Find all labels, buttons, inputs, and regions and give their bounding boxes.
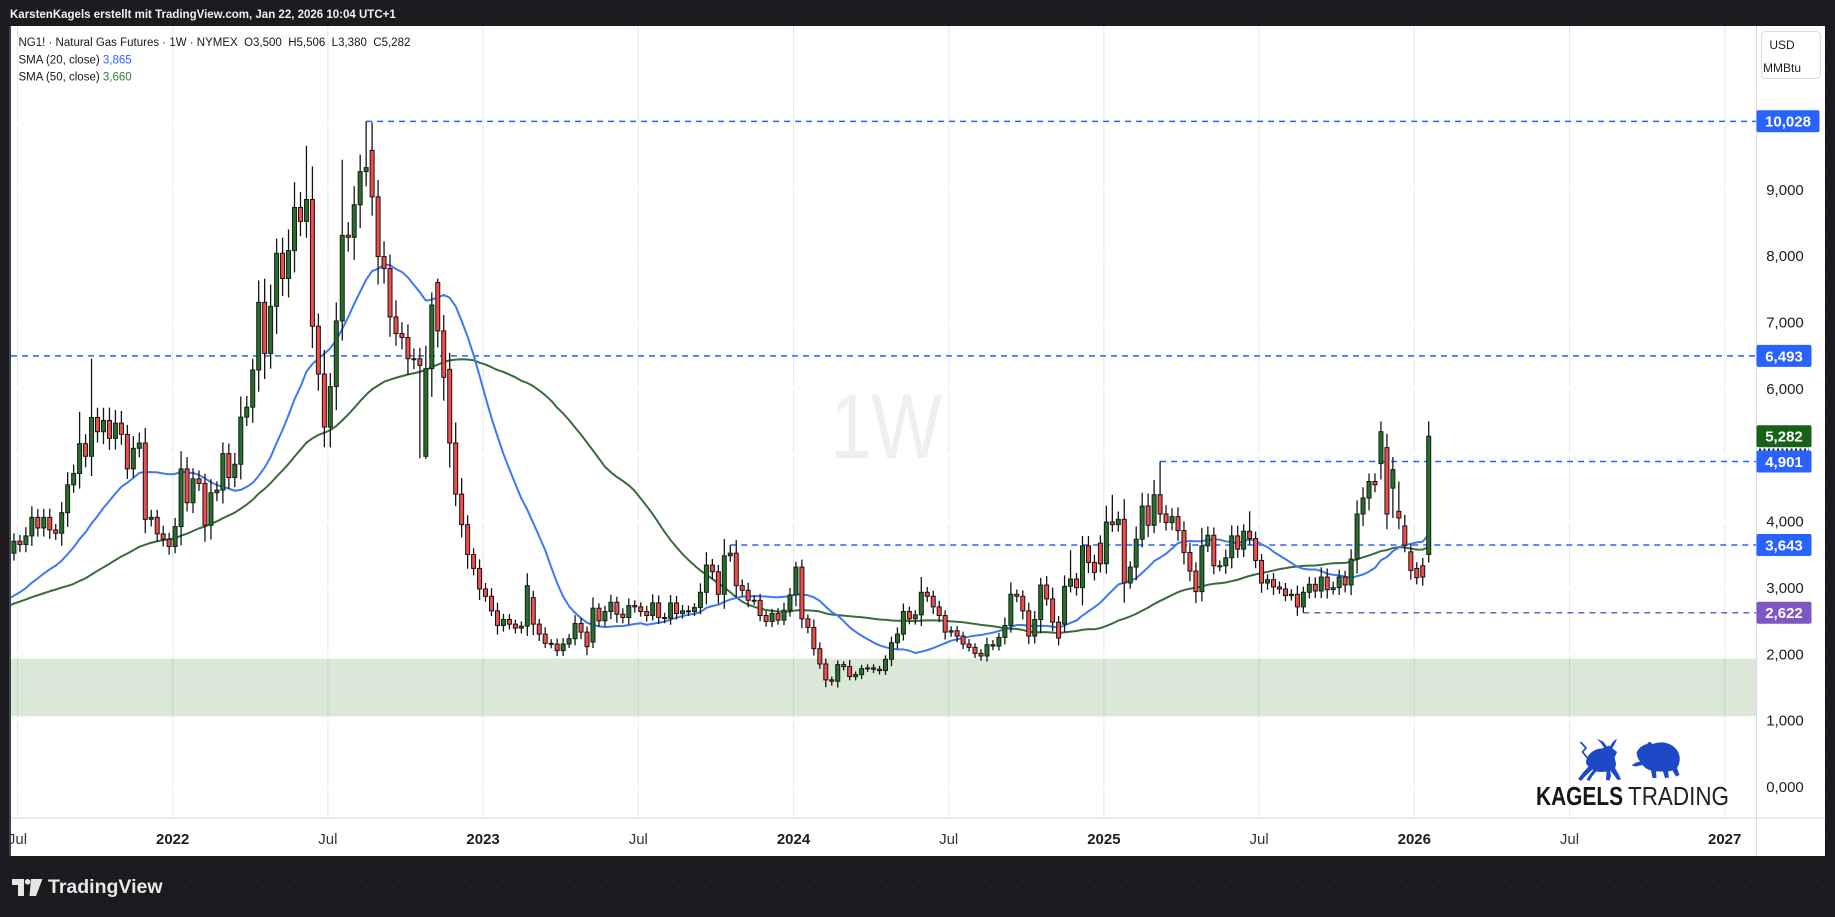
svg-text:USD: USD bbox=[1769, 38, 1795, 52]
svg-text:2024: 2024 bbox=[777, 831, 811, 848]
svg-text:0,000: 0,000 bbox=[1766, 779, 1804, 796]
svg-text:8,000: 8,000 bbox=[1766, 248, 1804, 265]
svg-text:2026: 2026 bbox=[1398, 831, 1431, 848]
svg-text:2023: 2023 bbox=[466, 831, 499, 848]
svg-text:2025: 2025 bbox=[1087, 831, 1120, 848]
svg-text:TradingView: TradingView bbox=[48, 876, 163, 898]
svg-text:Jul: Jul bbox=[318, 831, 337, 848]
svg-text:10,028: 10,028 bbox=[1765, 114, 1811, 131]
svg-text:Jul: Jul bbox=[1560, 831, 1579, 848]
svg-text:SMA (50, close) 3,660: SMA (50, close) 3,660 bbox=[19, 72, 132, 84]
svg-text:6,493: 6,493 bbox=[1765, 348, 1803, 365]
svg-text:1,000: 1,000 bbox=[1766, 713, 1804, 730]
svg-text:6,000: 6,000 bbox=[1766, 381, 1804, 398]
svg-text:SMA (20, close) 3,865: SMA (20, close) 3,865 bbox=[19, 55, 132, 67]
svg-text:1W: 1W bbox=[830, 376, 942, 478]
svg-text:2022: 2022 bbox=[156, 831, 189, 848]
svg-text:3,000: 3,000 bbox=[1766, 580, 1804, 597]
svg-text:TRADING: TRADING bbox=[1628, 781, 1729, 811]
svg-text:MMBtu: MMBtu bbox=[1763, 61, 1801, 75]
svg-text:2,000: 2,000 bbox=[1766, 646, 1804, 663]
svg-text:3,643: 3,643 bbox=[1765, 537, 1803, 554]
svg-text:Jul: Jul bbox=[8, 831, 27, 848]
svg-text:KarstenKagels erstellt mit Tra: KarstenKagels erstellt mit TradingView.c… bbox=[10, 9, 396, 21]
svg-text:7,000: 7,000 bbox=[1766, 315, 1804, 332]
svg-text:Jul: Jul bbox=[629, 831, 648, 848]
svg-text:2027: 2027 bbox=[1708, 831, 1741, 848]
svg-text:Jul: Jul bbox=[939, 831, 958, 848]
svg-text:2,622: 2,622 bbox=[1765, 605, 1803, 622]
svg-text:Jul: Jul bbox=[1250, 831, 1269, 848]
svg-text:9,000: 9,000 bbox=[1766, 182, 1804, 199]
svg-text:KAGELS: KAGELS bbox=[1536, 781, 1623, 811]
svg-text:4,901: 4,901 bbox=[1765, 454, 1803, 471]
svg-text:NG1! · Natural Gas Futures · 1: NG1! · Natural Gas Futures · 1W · NYMEX … bbox=[19, 37, 411, 49]
svg-text:5,282: 5,282 bbox=[1765, 429, 1803, 446]
svg-text:4,000: 4,000 bbox=[1766, 514, 1804, 531]
